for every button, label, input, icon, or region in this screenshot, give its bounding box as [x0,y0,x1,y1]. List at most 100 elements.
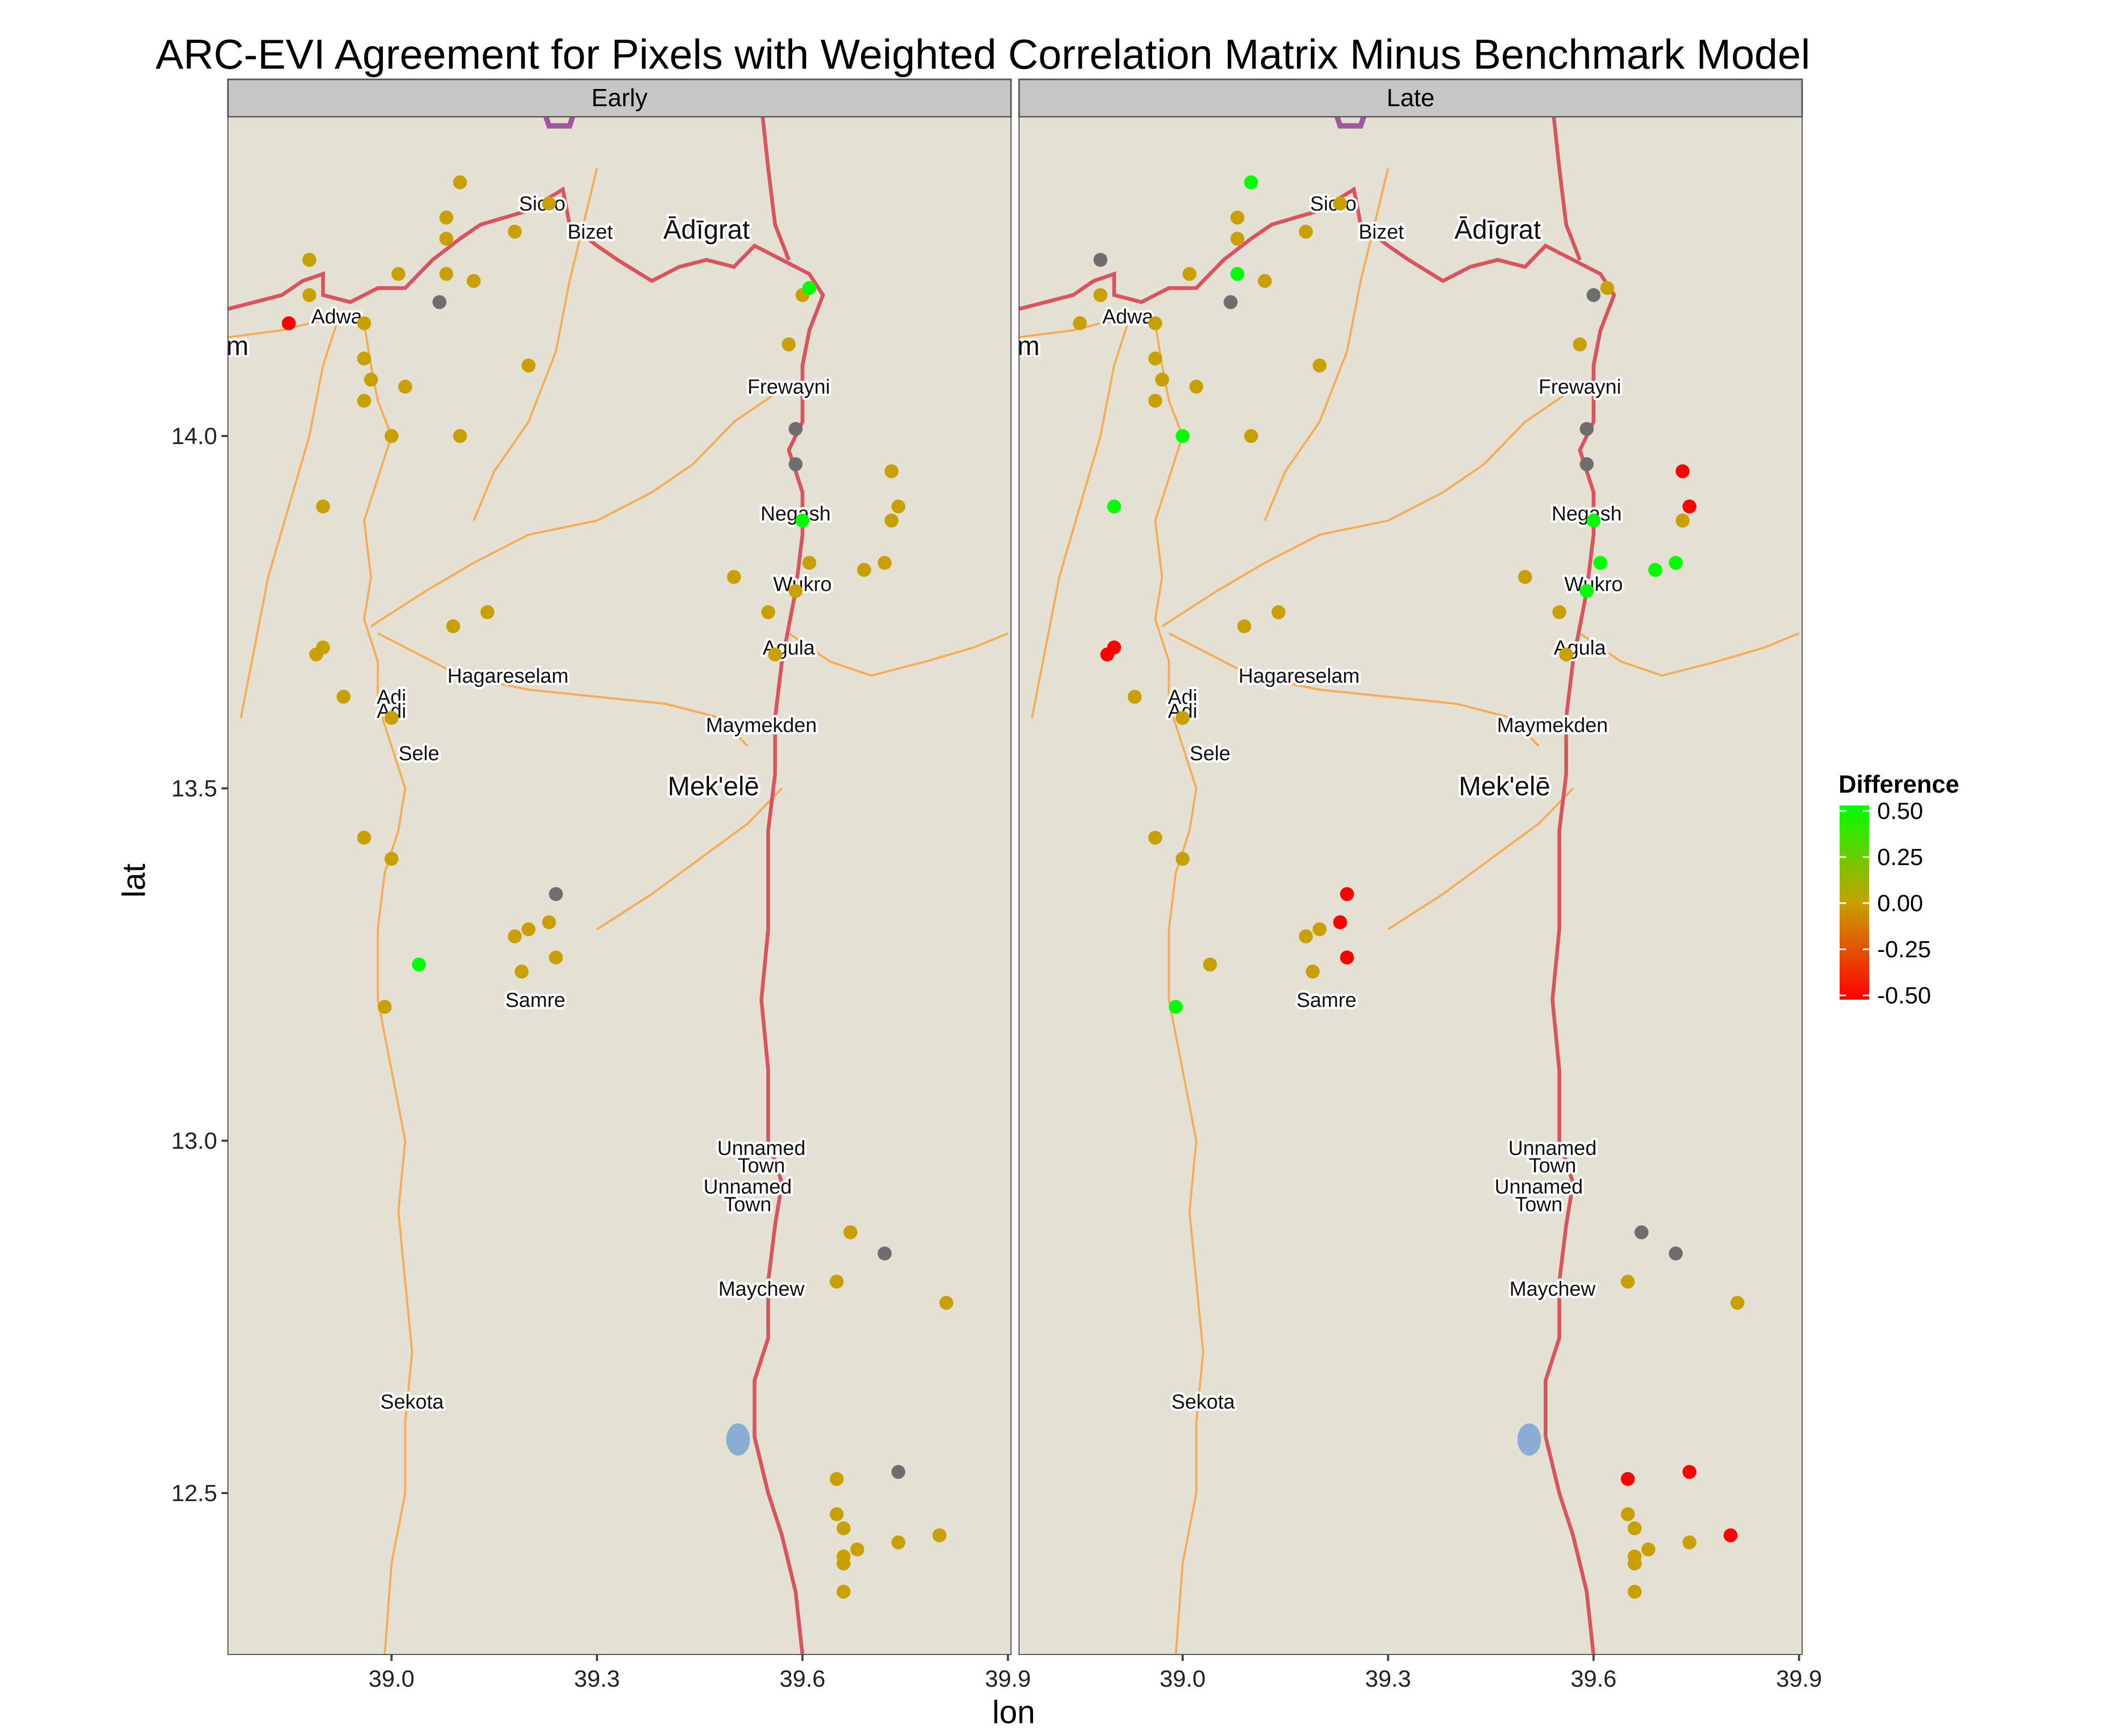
data-point [1621,1507,1635,1521]
city-label: Frewayni [748,376,830,398]
data-point [884,464,899,478]
data-point [884,513,899,528]
map-background [1019,117,1802,1654]
road-line [1579,632,1800,677]
city-label: Wukro [773,573,832,596]
city-label: Maymekden [706,714,817,737]
data-point [316,499,330,514]
data-point [1100,647,1115,662]
data-point [336,690,351,704]
data-point [1586,513,1601,528]
data-point [521,358,536,373]
data-point [542,915,556,929]
data-point [1669,556,1683,570]
data-point [398,380,412,394]
data-point [1073,316,1087,330]
y-tick-label: 13.5 [171,775,217,802]
data-point [1580,422,1594,436]
city-label: Mek'elē [1459,771,1551,801]
data-point [802,281,816,296]
road-line [788,632,1009,677]
data-point [1148,830,1162,845]
lake [726,1423,750,1456]
city-label: Ādīgrat [663,215,750,245]
data-point [1682,1465,1696,1479]
city-label: Adi [1168,686,1198,708]
data-point [788,584,803,599]
city-label: Maychew [1509,1278,1596,1301]
data-point [480,605,495,619]
x-tick-label: 39.6 [779,1666,825,1692]
data-point [1244,175,1258,189]
data-point [302,288,316,302]
data-point [1518,570,1532,584]
data-point [1230,210,1245,225]
city-label: Samre [1296,989,1356,1011]
panel-frame [1019,116,1803,1655]
city-label: Town [1515,1193,1563,1216]
data-point [507,224,522,239]
data-point [1312,358,1327,373]
x-tick-label: 39.0 [368,1666,415,1692]
data-point [836,1521,851,1535]
legend-ticks: 0.50 0.25 0.00 -0.25 -0.50 [1840,798,1931,1009]
data-point [1298,929,1313,943]
legend-title: Difference [1839,770,1959,798]
road-line [1388,787,1574,930]
city-label: Wukro [1564,573,1623,596]
data-point [357,830,371,845]
city-label: Ādīgrat [1455,215,1541,245]
road-line [1019,315,1205,1654]
data-point [788,422,803,436]
data-point [309,647,323,662]
city-label: Sele [398,742,439,765]
city-label: Hagareselam [1238,665,1360,688]
data-point [1237,619,1251,633]
map-background [228,117,1011,1654]
data-point [1271,605,1286,619]
region-line [543,117,575,129]
border-line [1552,117,1582,261]
y-axis-title: lat [116,863,152,898]
border-line [228,186,825,1654]
data-point [1155,372,1169,387]
facet-strip-label: Early [592,84,648,112]
facet-strip [1018,78,1803,118]
data-point [1148,316,1162,330]
city-label: Adi [377,686,407,708]
city-label: Sekota [1171,1391,1235,1413]
road-line [1264,168,1390,521]
legend-label: 0.50 [1877,798,1923,824]
legend-label: -0.50 [1877,982,1931,1009]
data-point [439,232,454,246]
city-label: Maychew [718,1278,805,1301]
data-point [857,563,872,577]
data-point [521,922,536,936]
x-tick-label: 39.3 [574,1666,620,1692]
data-point [1148,394,1162,408]
data-point [727,570,741,584]
city-label: Hagareselam [447,665,569,688]
city-label: Bizet [567,221,613,243]
data-point [830,1274,844,1289]
city-label: m [226,331,249,361]
data-point [1127,690,1142,704]
data-point [1230,267,1245,281]
data-point [1627,1521,1642,1535]
x-tick-label: 39.0 [1160,1666,1206,1692]
data-point [1580,584,1594,599]
data-point [932,1528,947,1542]
data-point [385,429,398,443]
data-point [542,196,556,211]
data-point [1600,281,1614,296]
city-label: Samre [505,989,565,1011]
data-point [1573,337,1587,352]
data-point [439,210,454,225]
data-point [1176,711,1190,725]
data-point [1182,267,1197,281]
legend-label: -0.25 [1877,936,1931,963]
road-line [370,379,803,627]
data-point [1176,852,1190,866]
data-point [1723,1528,1738,1542]
y-tick-label: 12.5 [171,1480,217,1506]
